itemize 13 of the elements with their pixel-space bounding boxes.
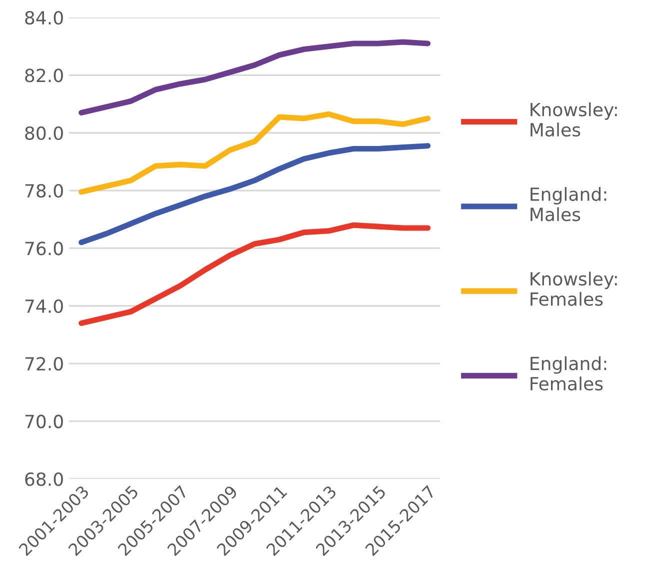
- y-tick-label: 74.0: [25, 299, 63, 313]
- y-tick-label: 70.0: [25, 414, 63, 428]
- y-tick-label: 72.0: [25, 357, 63, 371]
- y-tick-label: 82.0: [25, 68, 63, 82]
- legend-label: England: Females: [530, 356, 606, 391]
- legend-label: Knowsley: Females: [530, 272, 617, 306]
- y-tick-label: 76.0: [25, 242, 63, 256]
- y-tick-label: 78.0: [25, 184, 63, 198]
- y-tick-label: 84.0: [25, 10, 63, 25]
- y-tick-label: 68.0: [25, 472, 63, 486]
- legend-label: England: Males: [530, 187, 606, 222]
- legend-label: Knowsley: Males: [530, 102, 617, 137]
- y-tick-label: 80.0: [25, 126, 63, 140]
